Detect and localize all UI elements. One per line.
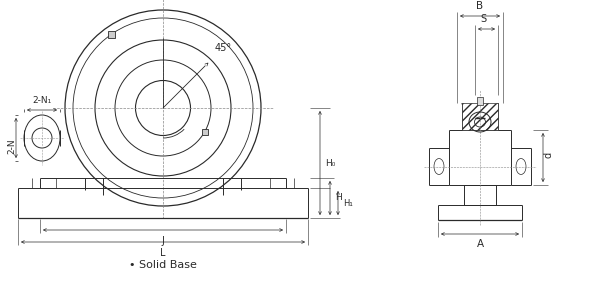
Bar <box>202 129 208 135</box>
Bar <box>477 97 483 105</box>
Text: J: J <box>162 236 165 246</box>
Text: • Solid Base: • Solid Base <box>129 260 197 270</box>
Text: d: d <box>543 151 553 158</box>
Text: L: L <box>160 248 166 258</box>
Text: A: A <box>477 239 484 249</box>
Text: 2-N: 2-N <box>8 138 17 154</box>
Text: 2-N₁: 2-N₁ <box>32 96 52 105</box>
Text: S: S <box>480 14 486 24</box>
Bar <box>462 103 498 130</box>
Bar <box>108 31 115 38</box>
Text: H₁: H₁ <box>343 199 353 208</box>
Text: H: H <box>335 194 342 203</box>
Text: 45°: 45° <box>215 42 232 53</box>
Text: B: B <box>477 1 484 11</box>
Text: H₀: H₀ <box>325 158 335 168</box>
